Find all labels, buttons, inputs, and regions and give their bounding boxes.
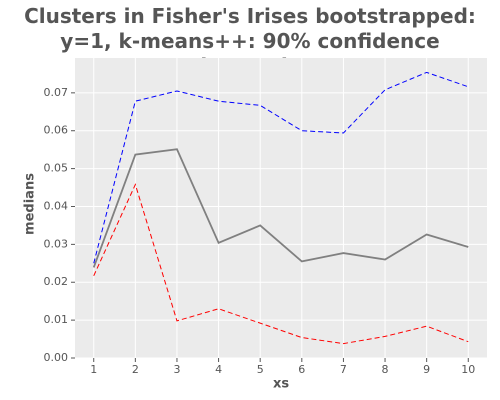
series-line <box>93 183 469 345</box>
x-tick-label: 10 <box>461 363 475 376</box>
y-tick-label: 0.06 <box>44 124 69 137</box>
x-tick-label: 6 <box>298 363 305 376</box>
x-axis-label: xs <box>273 377 289 392</box>
y-tick-label: 0.02 <box>44 275 69 288</box>
series-line <box>92 148 469 268</box>
x-tick-label: 4 <box>215 363 222 376</box>
y-tick-label: 0.05 <box>44 162 69 175</box>
y-tick-label: 0.01 <box>44 313 69 326</box>
x-tick-label: 2 <box>132 363 139 376</box>
chart-title: Clusters in Fisher's Irises bootstrapped… <box>24 4 476 78</box>
x-tick-label: 7 <box>340 363 347 376</box>
x-tick-label: 8 <box>382 363 389 376</box>
y-tick-label: 0.07 <box>44 86 69 99</box>
y-axis-label: medians <box>23 173 38 235</box>
series-line <box>93 71 469 264</box>
x-tick-label: 3 <box>173 363 180 376</box>
y-tick-label: 0.04 <box>44 199 69 212</box>
x-tick-label: 5 <box>257 363 264 376</box>
x-tick-label: 9 <box>423 363 430 376</box>
y-tick-label: 0.03 <box>44 237 69 250</box>
x-tick-label: 1 <box>90 363 97 376</box>
y-tick-label: 0.00 <box>44 351 69 364</box>
plot-background <box>75 58 487 358</box>
